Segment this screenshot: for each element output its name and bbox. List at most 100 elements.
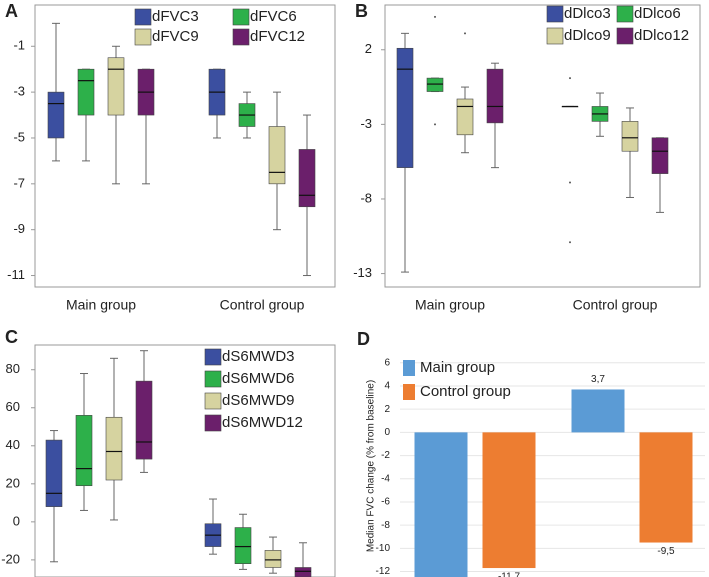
y-tick-label: -6 [381,497,390,508]
y-tick-label: -8 [381,520,390,531]
box [456,98,474,136]
plot-frame [34,4,336,288]
box [47,91,65,139]
y-tick-label: -9 [13,221,25,236]
y-tick-label: -20 [1,551,20,566]
legend-label: dS6MWD12 [222,414,303,431]
panel-label: C [5,327,18,347]
y-tick-label: -12 [376,566,391,577]
legend-swatch [403,384,415,400]
box [621,121,639,152]
legend-swatch [204,392,222,410]
legend-label: dFVC12 [250,28,305,45]
y-tick-label: -7 [13,175,25,190]
box [426,77,444,92]
y-tick-label: 0 [384,427,390,438]
y-tick-label: -11 [7,267,25,282]
y-tick-label: -3 [360,116,372,131]
y-tick-label: -8 [360,190,372,205]
legend-label: dS6MWD9 [222,392,295,409]
box [294,567,312,577]
box [264,550,282,568]
y-tick-label: 60 [6,399,20,414]
value-label: -11,7 [498,572,520,577]
box [298,149,316,208]
legend-label: dDlco3 [564,5,611,22]
legend-label: dFVC9 [152,28,199,45]
y-tick-label: -10 [376,543,391,554]
box [268,126,286,185]
plot-frame [34,344,336,577]
legend-swatch [134,28,152,46]
outlier [464,32,466,35]
x-tick-label: Control group [573,297,658,313]
legend-label: dS6MWD6 [222,370,295,387]
panel-label: A [5,1,18,21]
legend-label: dDlco12 [634,27,689,44]
legend-swatch [232,28,250,46]
legend-swatch [204,414,222,432]
bar [571,389,625,433]
box [107,57,125,116]
box [75,415,93,487]
panel-d: 6 4 2 0 -2 -4 -6 -8 -10 -12 Median FVC change (% f… [357,330,705,577]
y-tick-label: 80 [6,361,20,376]
y-tick-label: 40 [6,437,20,452]
panel-label: B [355,1,368,21]
legend-swatch [546,27,564,45]
y-tick-label: -4 [381,473,390,484]
outlier [569,241,571,244]
panel-a: -1 -3 -5 -7 -9 -11 Main group Control group A dFV… [5,1,336,313]
outlier [569,77,571,80]
bar [639,432,693,543]
box [234,527,252,564]
legend-swatch [134,8,152,26]
y-tick-label: -13 [353,265,372,280]
legend-label: dS6MWD3 [222,348,295,365]
bar [482,432,536,569]
legend-label: dDlco9 [564,27,611,44]
legend-swatch [546,5,564,23]
outlier [434,123,436,126]
box [486,68,504,124]
y-tick-label: 2 [384,404,390,415]
y-tick-label: 2 [365,41,372,56]
y-tick-label: 20 [6,475,20,490]
legend-swatch [616,27,634,45]
legend-label: Control group [420,383,511,400]
legend-label: dDlco6 [634,5,681,22]
y-tick-label: -3 [13,84,25,99]
outlier [569,181,571,184]
box [77,68,95,116]
x-tick-label: Control group [220,297,305,313]
value-label: 3,7 [591,374,605,385]
box [651,137,669,174]
x-tick-label: Main group [66,297,136,313]
legend-swatch [204,370,222,388]
legend-label: dFVC6 [250,8,297,25]
y-tick-label: -1 [13,38,25,53]
box [135,380,153,460]
x-tick-label: Main group [415,297,485,313]
panel-b: 2 -3 -8 -13 Main group Control group B dDlco3 dD… [353,1,701,313]
value-label: -9,5 [657,546,675,557]
legend-swatch [403,360,415,376]
legend-swatch [232,8,250,26]
y-tick-label: 0 [13,513,20,528]
box [396,47,414,168]
plot-frame [384,4,701,288]
outlier [434,15,436,18]
bar [414,432,468,577]
box [45,439,63,507]
y-tick-label: -5 [13,129,25,144]
y-tick-label: 6 [384,357,390,368]
y-axis-title: Median FVC change (% from baseline) [366,380,377,552]
y-tick-label: 4 [384,381,390,392]
legend-swatch [204,348,222,366]
legend-label: Main group [420,359,495,376]
y-tick-label: -2 [381,450,390,461]
box [105,416,123,481]
legend-label: dFVC3 [152,8,199,25]
legend-swatch [616,5,634,23]
